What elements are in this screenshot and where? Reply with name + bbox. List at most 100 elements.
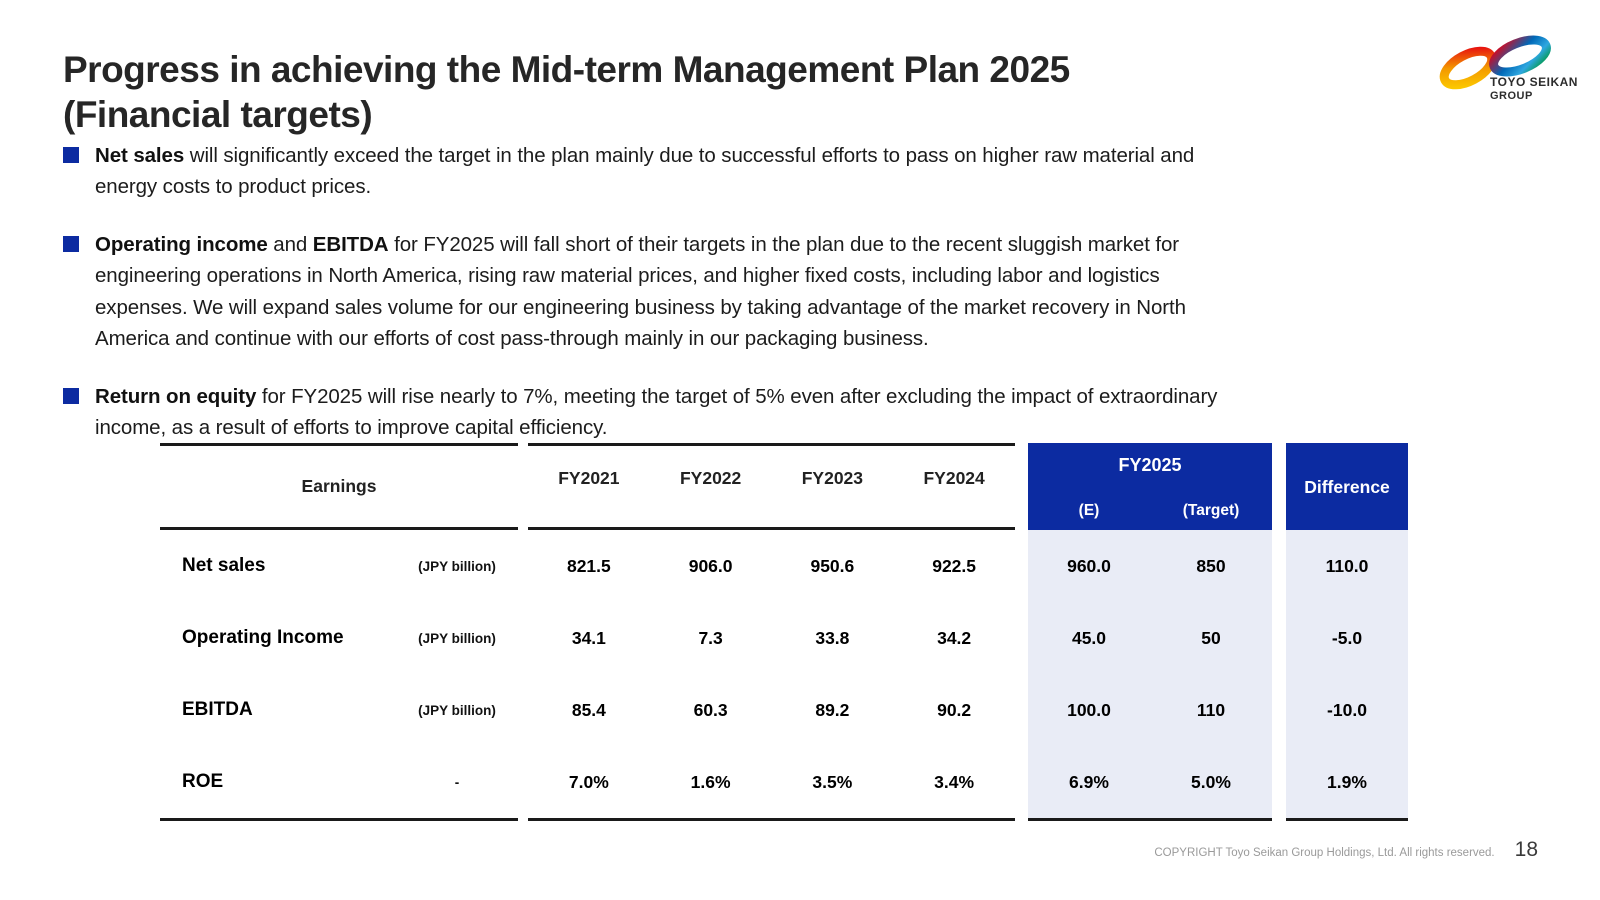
- earnings-section: Earnings Net sales (JPY billion) Operating…: [160, 443, 518, 821]
- fy2025-cell: 110: [1196, 699, 1226, 720]
- page-title: Progress in achieving the Mid-term Manag…: [63, 48, 1070, 135]
- row-unit: -: [454, 774, 460, 790]
- table-row: 45.0 50: [1028, 602, 1272, 674]
- fy2025-sublabels: (E) (Target): [1028, 502, 1272, 520]
- bullet-text-segment: for FY2025 will fall short of their targ…: [95, 233, 1186, 350]
- value-cell: 89.2: [815, 699, 850, 720]
- value-cell: 85.4: [571, 699, 606, 720]
- table-row: EBITDA (JPY billion): [160, 674, 518, 746]
- page-number: 18: [1514, 838, 1538, 861]
- infinity-swoosh-icon: TOYO SEIKAN GROUP: [1439, 35, 1578, 102]
- table-row: Net sales (JPY billion): [160, 530, 518, 602]
- table-row: 7.0% 1.6% 3.5% 3.4%: [528, 746, 1015, 818]
- year-header: FY2024: [923, 468, 985, 488]
- value-cell: 3.5%: [812, 771, 853, 792]
- bullet-square-icon: [63, 387, 79, 404]
- slide-footer: COPYRIGHT Toyo Seikan Group Holdings, Lt…: [1154, 838, 1538, 862]
- bullet-square-icon: [63, 236, 79, 253]
- value-cell: 33.8: [815, 627, 850, 648]
- fy2025-cell: 100.0: [1067, 699, 1111, 720]
- logo-text-line1: TOYO SEIKAN: [1490, 75, 1578, 89]
- table-row: 1.9%: [1286, 746, 1408, 818]
- row-label: EBITDA: [182, 699, 253, 720]
- value-cell: 7.3: [698, 627, 723, 648]
- fy2025-rows: 960.0 850 45.0 50 100.0 110 6.9% 5.0%: [1028, 530, 1272, 821]
- bullet-text-segment: will significantly exceed the target in …: [95, 144, 1195, 199]
- fiscal-years-header: FY2021 FY2022 FY2023 FY2024: [528, 443, 1015, 530]
- value-cell: 906.0: [688, 555, 733, 576]
- year-header: FY2021: [558, 468, 620, 488]
- bullet-text-segment: Net sales: [95, 144, 185, 167]
- table-row: 100.0 110: [1028, 674, 1272, 746]
- fy2025-target-label: (Target): [1182, 502, 1240, 519]
- row-label: Net sales: [182, 555, 266, 576]
- bullet-text: Net sales will significantly exceed the …: [95, 140, 1194, 202]
- value-cell: 1.6%: [690, 771, 731, 792]
- toyo-seikan-logo: TOYO SEIKAN GROUP: [1418, 26, 1578, 118]
- difference-rows: 110.0 -5.0 -10.0 1.9%: [1286, 530, 1408, 821]
- fy2025-cell: 960.0: [1067, 555, 1111, 576]
- fy2025-cell: 850: [1196, 555, 1226, 576]
- fiscal-years-rows: 821.5 906.0 950.6 922.5 34.1 7.3 33.8 34.2 85.4 6…: [528, 530, 1015, 821]
- fy2025-header: FY2025 (E) (Target): [1028, 443, 1272, 530]
- difference-cell: -5.0: [1331, 627, 1363, 648]
- fy2025-label: FY2025: [1118, 455, 1182, 475]
- earnings-rows: Net sales (JPY billion) Operating Income (J…: [160, 530, 518, 821]
- value-cell: 60.3: [693, 699, 728, 720]
- financial-targets-table: Earnings Net sales (JPY billion) Operating…: [160, 443, 1408, 821]
- table-row: -10.0: [1286, 674, 1408, 746]
- bullet-text-segment: and: [267, 233, 313, 257]
- bullet-text-segment: Operating income: [95, 233, 268, 257]
- bullet-list: Net sales will significantly exceed the …: [63, 140, 1558, 470]
- logo-text-line2: GROUP: [1490, 90, 1533, 102]
- earnings-header: Earnings: [160, 443, 518, 530]
- row-label: Operating Income: [182, 627, 344, 648]
- year-header: FY2022: [679, 468, 742, 488]
- value-cell: 90.2: [937, 699, 972, 720]
- year-header: FY2023: [801, 468, 864, 488]
- value-cell: 950.6: [810, 555, 855, 576]
- difference-section: Difference 110.0 -5.0 -10.0 1.9%: [1286, 443, 1408, 821]
- row-unit: (JPY billion): [418, 558, 496, 574]
- bullet-item: Return on equity for FY2025 will rise ne…: [63, 381, 1558, 443]
- bullet-square-icon: [63, 147, 79, 163]
- table-row: Operating Income (JPY billion): [160, 602, 518, 674]
- fiscal-years-section: FY2021 FY2022 FY2023 FY2024 821.5 906.0 95…: [528, 443, 1015, 821]
- fy2025-estimate-label: (E): [1078, 502, 1100, 519]
- table-row: ROE -: [160, 746, 518, 818]
- value-cell: 922.5: [932, 555, 977, 576]
- row-unit: (JPY billion): [418, 702, 496, 718]
- difference-cell: 110.0: [1325, 555, 1369, 576]
- bullet-item: Operating income and EBITDA for FY2025 w…: [63, 229, 1558, 354]
- table-row: 110.0: [1286, 530, 1408, 602]
- difference-cell: -10.0: [1327, 699, 1367, 720]
- bullet-text-segment: EBITDA: [312, 233, 389, 257]
- difference-label: Difference: [1304, 477, 1390, 497]
- table-row: 34.1 7.3 33.8 34.2: [528, 602, 1015, 674]
- table-row: 85.4 60.3 89.2 90.2: [528, 674, 1015, 746]
- difference-cell: 1.9%: [1327, 771, 1367, 792]
- fy2025-section: FY2025 (E) (Target) 960.0 850 45.0 50 100.0 1…: [1028, 443, 1272, 821]
- bullet-text: Return on equity for FY2025 will rise ne…: [95, 381, 1217, 443]
- value-cell: 821.5: [566, 555, 611, 576]
- table-row: 6.9% 5.0%: [1028, 746, 1272, 818]
- value-cell: 7.0%: [568, 771, 609, 792]
- table-row: -5.0: [1286, 602, 1408, 674]
- bullet-text: Operating income and EBITDA for FY2025 w…: [95, 229, 1186, 354]
- table-row: 960.0 850: [1028, 530, 1272, 602]
- row-label: ROE: [182, 771, 224, 792]
- copyright-text: COPYRIGHT Toyo Seikan Group Holdings, Lt…: [1154, 847, 1495, 859]
- row-unit: (JPY billion): [418, 630, 496, 646]
- table-row: 821.5 906.0 950.6 922.5: [528, 530, 1015, 602]
- bullet-item: Net sales will significantly exceed the …: [63, 140, 1558, 202]
- value-cell: 34.1: [571, 627, 606, 648]
- value-cell: 3.4%: [934, 771, 975, 792]
- fy2025-cell: 45.0: [1071, 627, 1107, 648]
- fy2025-cell: 50: [1201, 627, 1221, 648]
- fy2025-cell: 6.9%: [1069, 771, 1109, 792]
- bullet-text-segment: for FY2025 will rise nearly to 7%, meeti…: [95, 384, 1218, 440]
- value-cell: 34.2: [937, 627, 972, 648]
- difference-header: Difference: [1286, 443, 1408, 530]
- fy2025-cell: 5.0%: [1191, 771, 1231, 792]
